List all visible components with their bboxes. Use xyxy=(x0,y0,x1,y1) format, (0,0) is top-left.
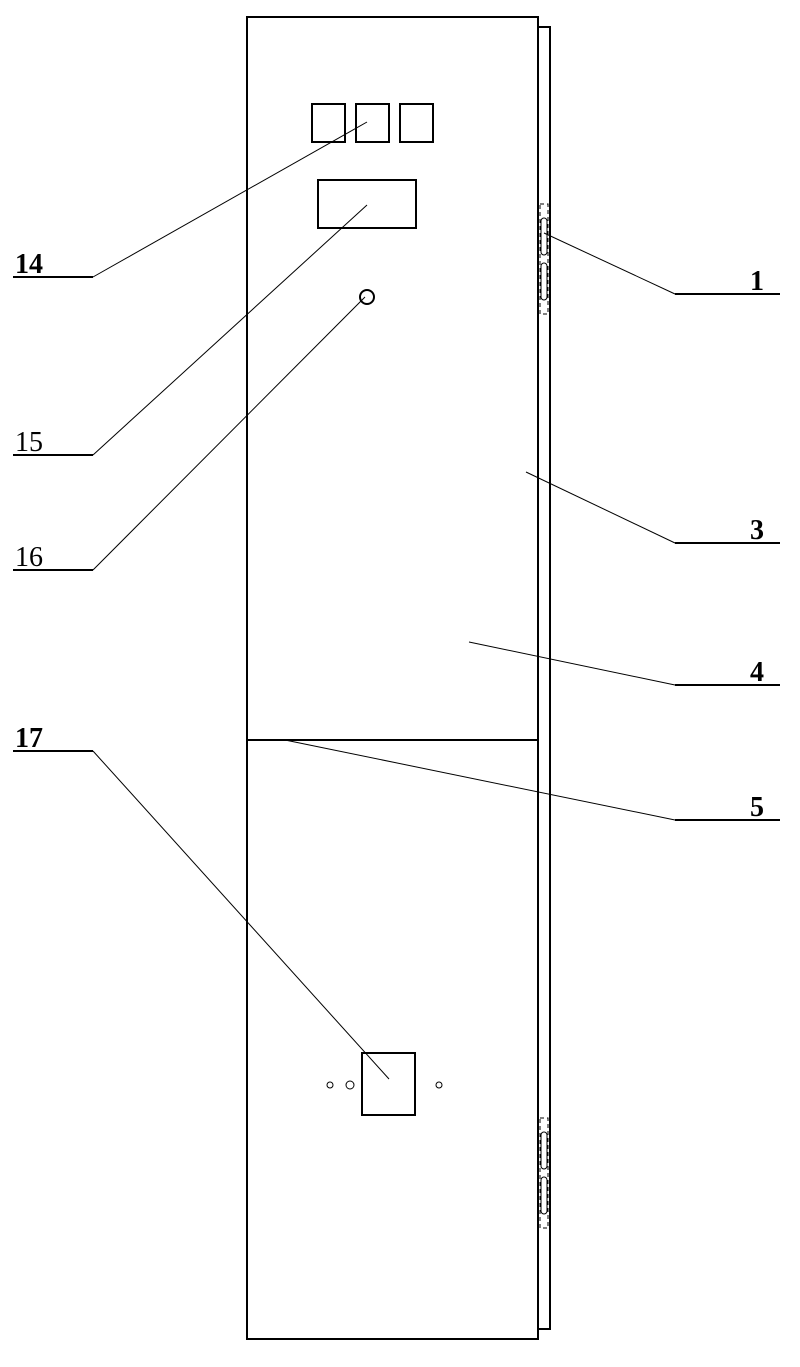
svg-text:5: 5 xyxy=(750,792,764,823)
svg-text:14: 14 xyxy=(15,249,43,280)
svg-text:4: 4 xyxy=(750,657,764,688)
svg-text:16: 16 xyxy=(15,542,43,573)
diagram-svg: 14 15 16 17 1 3 4 5 xyxy=(0,0,800,1367)
svg-text:1: 1 xyxy=(750,266,764,297)
svg-text:3: 3 xyxy=(750,515,764,546)
svg-text:17: 17 xyxy=(15,723,43,754)
diagram-canvas: 14 15 16 17 1 3 4 5 xyxy=(0,0,800,1367)
svg-text:15: 15 xyxy=(15,427,43,458)
